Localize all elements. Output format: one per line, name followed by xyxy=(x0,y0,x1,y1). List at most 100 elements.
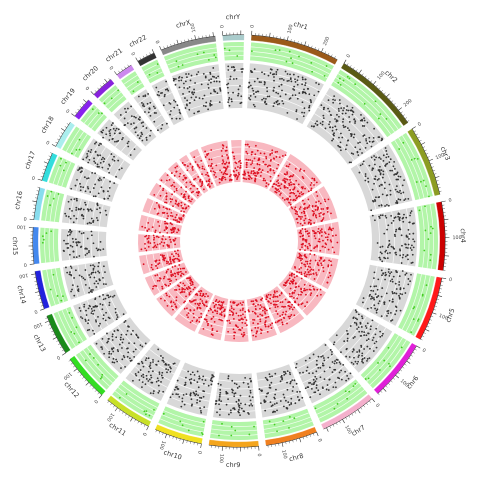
outer-point xyxy=(50,230,53,233)
inner-point xyxy=(213,320,216,323)
inner-point xyxy=(236,178,238,180)
middle-point xyxy=(372,200,375,203)
inner-point xyxy=(307,265,310,268)
middle-point xyxy=(395,309,398,312)
middle-point xyxy=(351,106,354,109)
inner-point xyxy=(283,177,286,180)
inner-point xyxy=(297,303,300,306)
outer-point xyxy=(298,55,300,58)
middle-point xyxy=(396,202,399,205)
middle-point xyxy=(351,350,354,353)
middle-point xyxy=(73,198,76,201)
middle-point xyxy=(253,80,256,83)
middle-point xyxy=(200,411,203,414)
inner-point xyxy=(224,166,227,169)
gridline-chr7 xyxy=(299,353,335,377)
gridline-chrX xyxy=(180,86,222,98)
inner-point xyxy=(269,164,272,167)
middle-point xyxy=(116,360,119,363)
middle-point xyxy=(84,247,87,250)
middle-point xyxy=(175,117,178,120)
inner-point xyxy=(186,307,188,310)
inner-point xyxy=(153,236,156,239)
middle-point xyxy=(69,253,71,256)
middle-point xyxy=(404,273,407,276)
middle-point xyxy=(127,107,129,110)
middle-point xyxy=(370,295,373,298)
inner-point xyxy=(315,201,318,204)
middle-point xyxy=(373,178,376,180)
inner-point xyxy=(184,300,186,303)
middle-point xyxy=(65,215,68,217)
outer-point xyxy=(418,209,421,212)
middle-point xyxy=(326,384,329,386)
inner-point xyxy=(219,169,221,172)
middle-point xyxy=(79,309,82,312)
middle-point xyxy=(253,105,256,108)
tick-chr7 xyxy=(354,411,357,414)
middle-point xyxy=(310,388,313,390)
inner-point xyxy=(160,241,163,244)
middle-point xyxy=(108,163,110,166)
tick-chr7 xyxy=(371,398,375,403)
middle-point xyxy=(379,214,382,217)
tick-chr14 xyxy=(35,284,38,286)
inner-point xyxy=(172,274,175,276)
inner-point xyxy=(292,174,295,176)
inner-point xyxy=(291,308,294,311)
ideogram-edge-chr12 xyxy=(69,359,102,396)
middle-point xyxy=(87,177,90,180)
inner-point xyxy=(250,177,253,180)
tick-chr10 xyxy=(186,440,188,443)
tick-chr12 xyxy=(94,389,97,392)
middle-point xyxy=(105,311,107,314)
tick-chr10 xyxy=(169,435,171,438)
tick-chr5 xyxy=(440,284,443,286)
inner-point xyxy=(289,189,292,191)
inner-point xyxy=(180,275,182,277)
inner-point xyxy=(253,157,256,160)
middle-point xyxy=(341,136,344,139)
inner-point xyxy=(181,288,184,291)
middle-point xyxy=(125,333,128,336)
middle-point xyxy=(130,105,132,108)
inner-point xyxy=(146,237,149,240)
middle-point xyxy=(86,329,89,332)
inner-point xyxy=(161,254,164,257)
middle-point xyxy=(104,209,107,212)
gridline-chr5 xyxy=(401,274,422,330)
middle-point xyxy=(399,292,402,295)
inner-point xyxy=(259,328,262,331)
middle-point xyxy=(102,298,105,301)
inner-point xyxy=(245,150,248,153)
inner-point xyxy=(200,289,202,292)
middle-point xyxy=(394,282,397,285)
middle-point xyxy=(357,360,360,363)
middle-point xyxy=(94,183,96,186)
gridline-chr5 xyxy=(315,256,325,283)
middle-point xyxy=(109,180,111,183)
tick-chr17 xyxy=(44,165,47,168)
middle-point xyxy=(232,91,234,94)
inner-point xyxy=(160,297,162,300)
gridline-chr6 xyxy=(348,323,380,362)
tracks-layer xyxy=(39,42,438,441)
gridline-chr12 xyxy=(79,352,110,387)
chrom-label-chr19: chr19 xyxy=(59,87,77,106)
inner-point xyxy=(307,235,310,238)
inner-point xyxy=(232,313,235,315)
middle-point xyxy=(107,337,110,340)
inner-point xyxy=(304,187,306,190)
outer-point xyxy=(342,79,345,82)
middle-point xyxy=(321,120,324,123)
inner-point xyxy=(152,285,155,288)
inner-point xyxy=(274,187,277,190)
middle-point xyxy=(403,213,405,216)
tick-chr14 xyxy=(31,273,36,275)
tick-chr7 xyxy=(342,419,345,424)
tick-chr3 xyxy=(413,130,417,133)
middle-point xyxy=(380,252,383,255)
middle-point xyxy=(389,193,392,196)
middle-point xyxy=(123,117,126,120)
outer-point xyxy=(103,102,106,105)
